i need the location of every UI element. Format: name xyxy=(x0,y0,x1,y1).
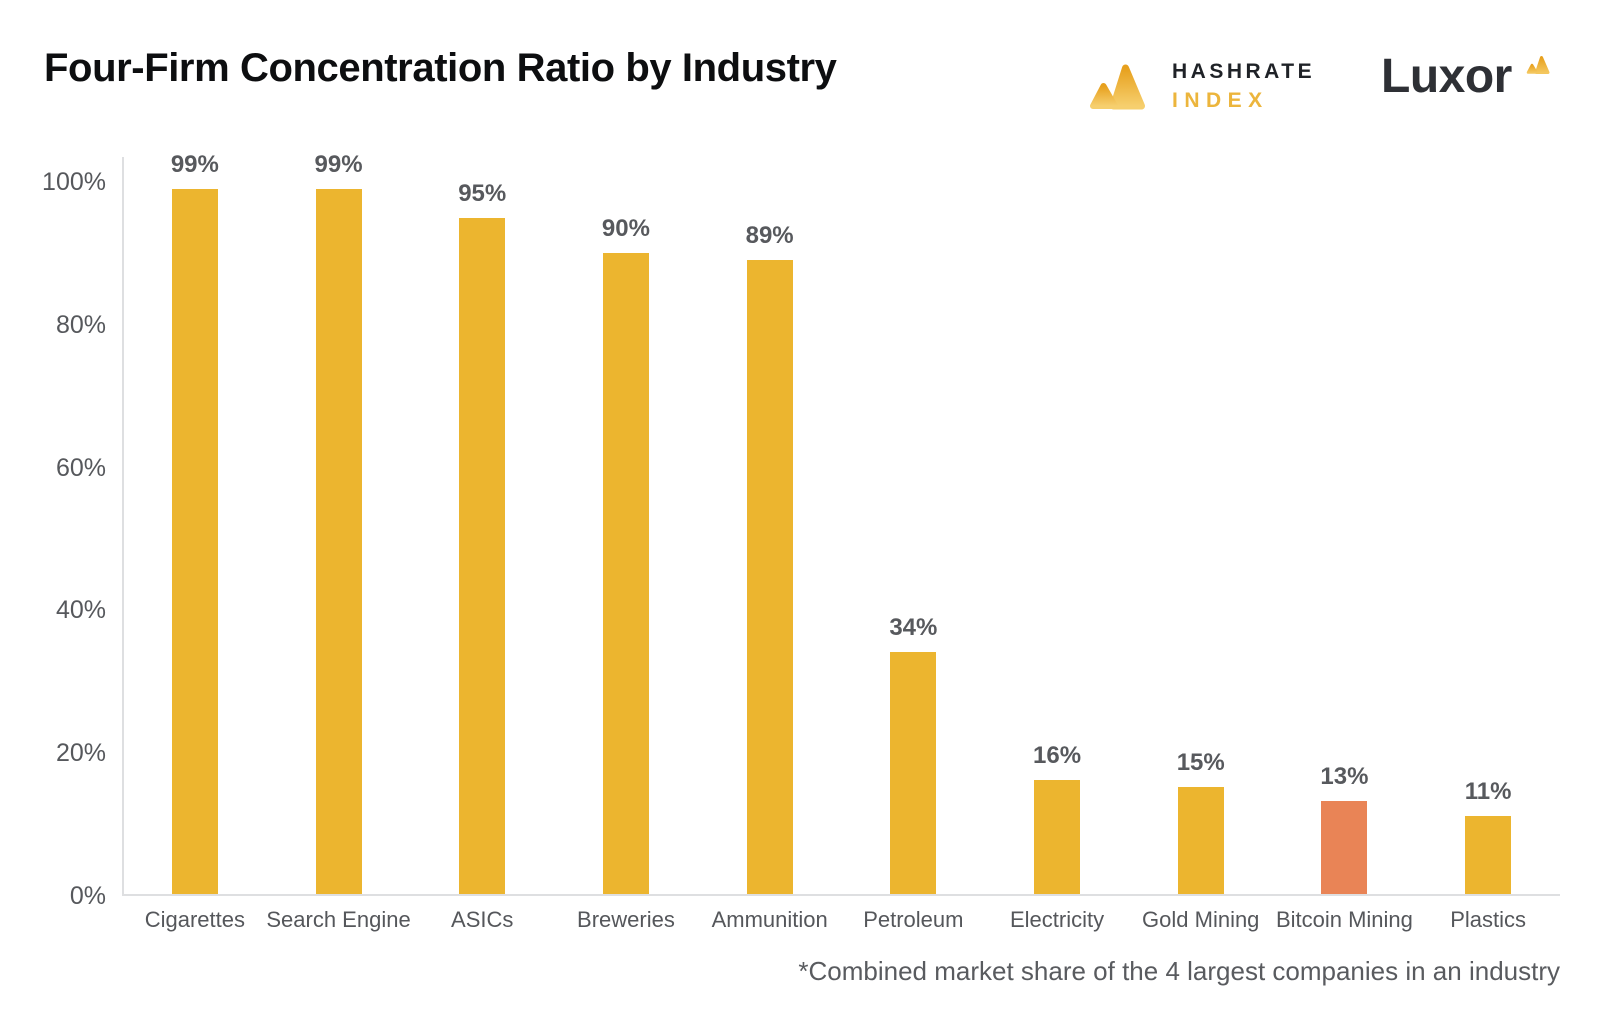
hashrate-index-logo: HASHRATE INDEX xyxy=(1088,60,1315,113)
x-axis-label: Bitcoin Mining xyxy=(1275,907,1413,932)
y-axis-tick-label: 20% xyxy=(55,739,106,768)
luxor-logo: Luxor xyxy=(1381,50,1551,103)
bar-value-label: 13% xyxy=(1320,763,1369,791)
bar-electricity xyxy=(1034,780,1081,894)
bar-slot: 34% Petroleum xyxy=(842,182,986,932)
bar-value-label: 15% xyxy=(1176,749,1225,777)
x-axis-label: Search Engine xyxy=(266,907,411,932)
bar-gold-mining xyxy=(1177,787,1224,894)
bar-slot: 99% Cigarettes xyxy=(123,151,267,932)
x-axis-label: Ammunition xyxy=(711,907,828,932)
x-axis-label: Plastics xyxy=(1450,907,1527,932)
bar-slot: 89% Ammunition xyxy=(698,182,842,932)
bar-cigarettes xyxy=(171,189,218,894)
bar-value-label: 95% xyxy=(458,179,507,207)
bar-value-label: 99% xyxy=(314,151,363,179)
bar-petroleum xyxy=(890,651,937,894)
hashrate-index-wordmark: HASHRATE INDEX xyxy=(1172,60,1315,113)
bar-slot: 11% Plastics xyxy=(1416,182,1560,932)
bar-value-label: 90% xyxy=(601,215,650,243)
hashrate-index-icon xyxy=(1090,64,1145,109)
y-axis-line xyxy=(122,157,124,896)
x-axis-label: Cigarettes xyxy=(144,907,245,932)
x-axis-label: Electricity xyxy=(1009,907,1105,932)
bar-value-label: 11% xyxy=(1464,777,1512,805)
bar-slot: 16% Electricity xyxy=(985,182,1129,932)
x-axis-label: Gold Mining xyxy=(1142,907,1260,932)
bar-asics xyxy=(459,217,506,894)
x-axis-label: ASICs xyxy=(451,907,514,932)
bar-search-engine xyxy=(315,189,362,894)
index-label: INDEX xyxy=(1172,89,1269,112)
y-axis: 100% 80% 60% 40% 20% 0% xyxy=(0,168,106,910)
y-axis-tick-label: 60% xyxy=(55,453,106,482)
bar-slot: 95% ASICs xyxy=(410,180,554,932)
bar-value-label: 16% xyxy=(1033,742,1082,770)
luxor-logo-icon xyxy=(1526,56,1550,74)
bar-ammunition xyxy=(746,260,793,894)
y-axis-tick-label: 0% xyxy=(69,882,106,910)
luxor-wordmark: Luxor xyxy=(1381,50,1512,103)
bar-plastics xyxy=(1465,815,1512,894)
bar-slot: 13% Bitcoin Mining xyxy=(1273,182,1417,932)
y-axis-tick-label: 80% xyxy=(55,310,106,339)
plot-area: 99% Cigarettes 99% Search Engine 95% ASICs 90%… xyxy=(123,151,1560,932)
bar-bitcoin-mining xyxy=(1321,801,1368,894)
y-axis-tick-label: 100% xyxy=(42,168,106,196)
x-axis-label: Breweries xyxy=(577,907,675,932)
chart-footnote: *Combined market share of the 4 largest … xyxy=(798,956,1560,986)
bar-slot: 15% Gold Mining xyxy=(1129,182,1273,932)
bar-value-label: 99% xyxy=(170,151,219,179)
x-axis-label: Petroleum xyxy=(863,907,964,932)
page-title: Four-Firm Concentration Ratio by Industr… xyxy=(44,46,837,90)
bar-breweries xyxy=(602,253,649,894)
bar-value-label: 34% xyxy=(889,613,938,641)
bar-slot: 90% Breweries xyxy=(554,182,698,932)
bar-slot: 99% Search Engine xyxy=(266,151,410,932)
hashrate-label: HASHRATE xyxy=(1172,60,1316,83)
y-axis-tick-label: 40% xyxy=(55,596,106,625)
bar-value-label: 89% xyxy=(745,222,794,250)
